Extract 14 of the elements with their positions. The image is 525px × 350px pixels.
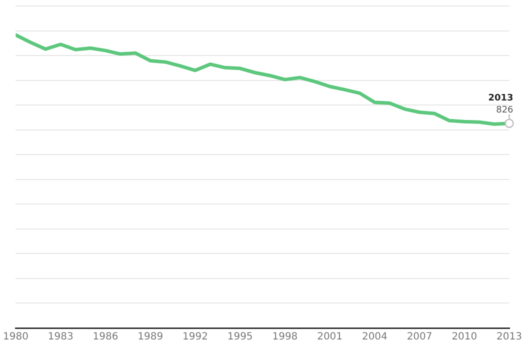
x-tick-label: 2007 (406, 332, 432, 343)
annotation: 2013 (488, 93, 514, 104)
x-tick-label: 1995 (227, 332, 253, 343)
x-tick-label: 1998 (272, 332, 298, 343)
x-tick-label: 1989 (138, 332, 164, 343)
x-tick-label: 2013 (496, 332, 522, 343)
x-tick-label: 2010 (452, 332, 478, 343)
x-tick-label: 1980 (3, 332, 28, 343)
x-tick-label: 2001 (317, 332, 343, 343)
x-tick-label: 1983 (48, 332, 74, 343)
x-tick-label: 1992 (182, 332, 208, 343)
x-tick-label: 1986 (92, 332, 118, 343)
x-tick-label: 2004 (362, 332, 388, 343)
data-label: 826 (496, 105, 514, 116)
